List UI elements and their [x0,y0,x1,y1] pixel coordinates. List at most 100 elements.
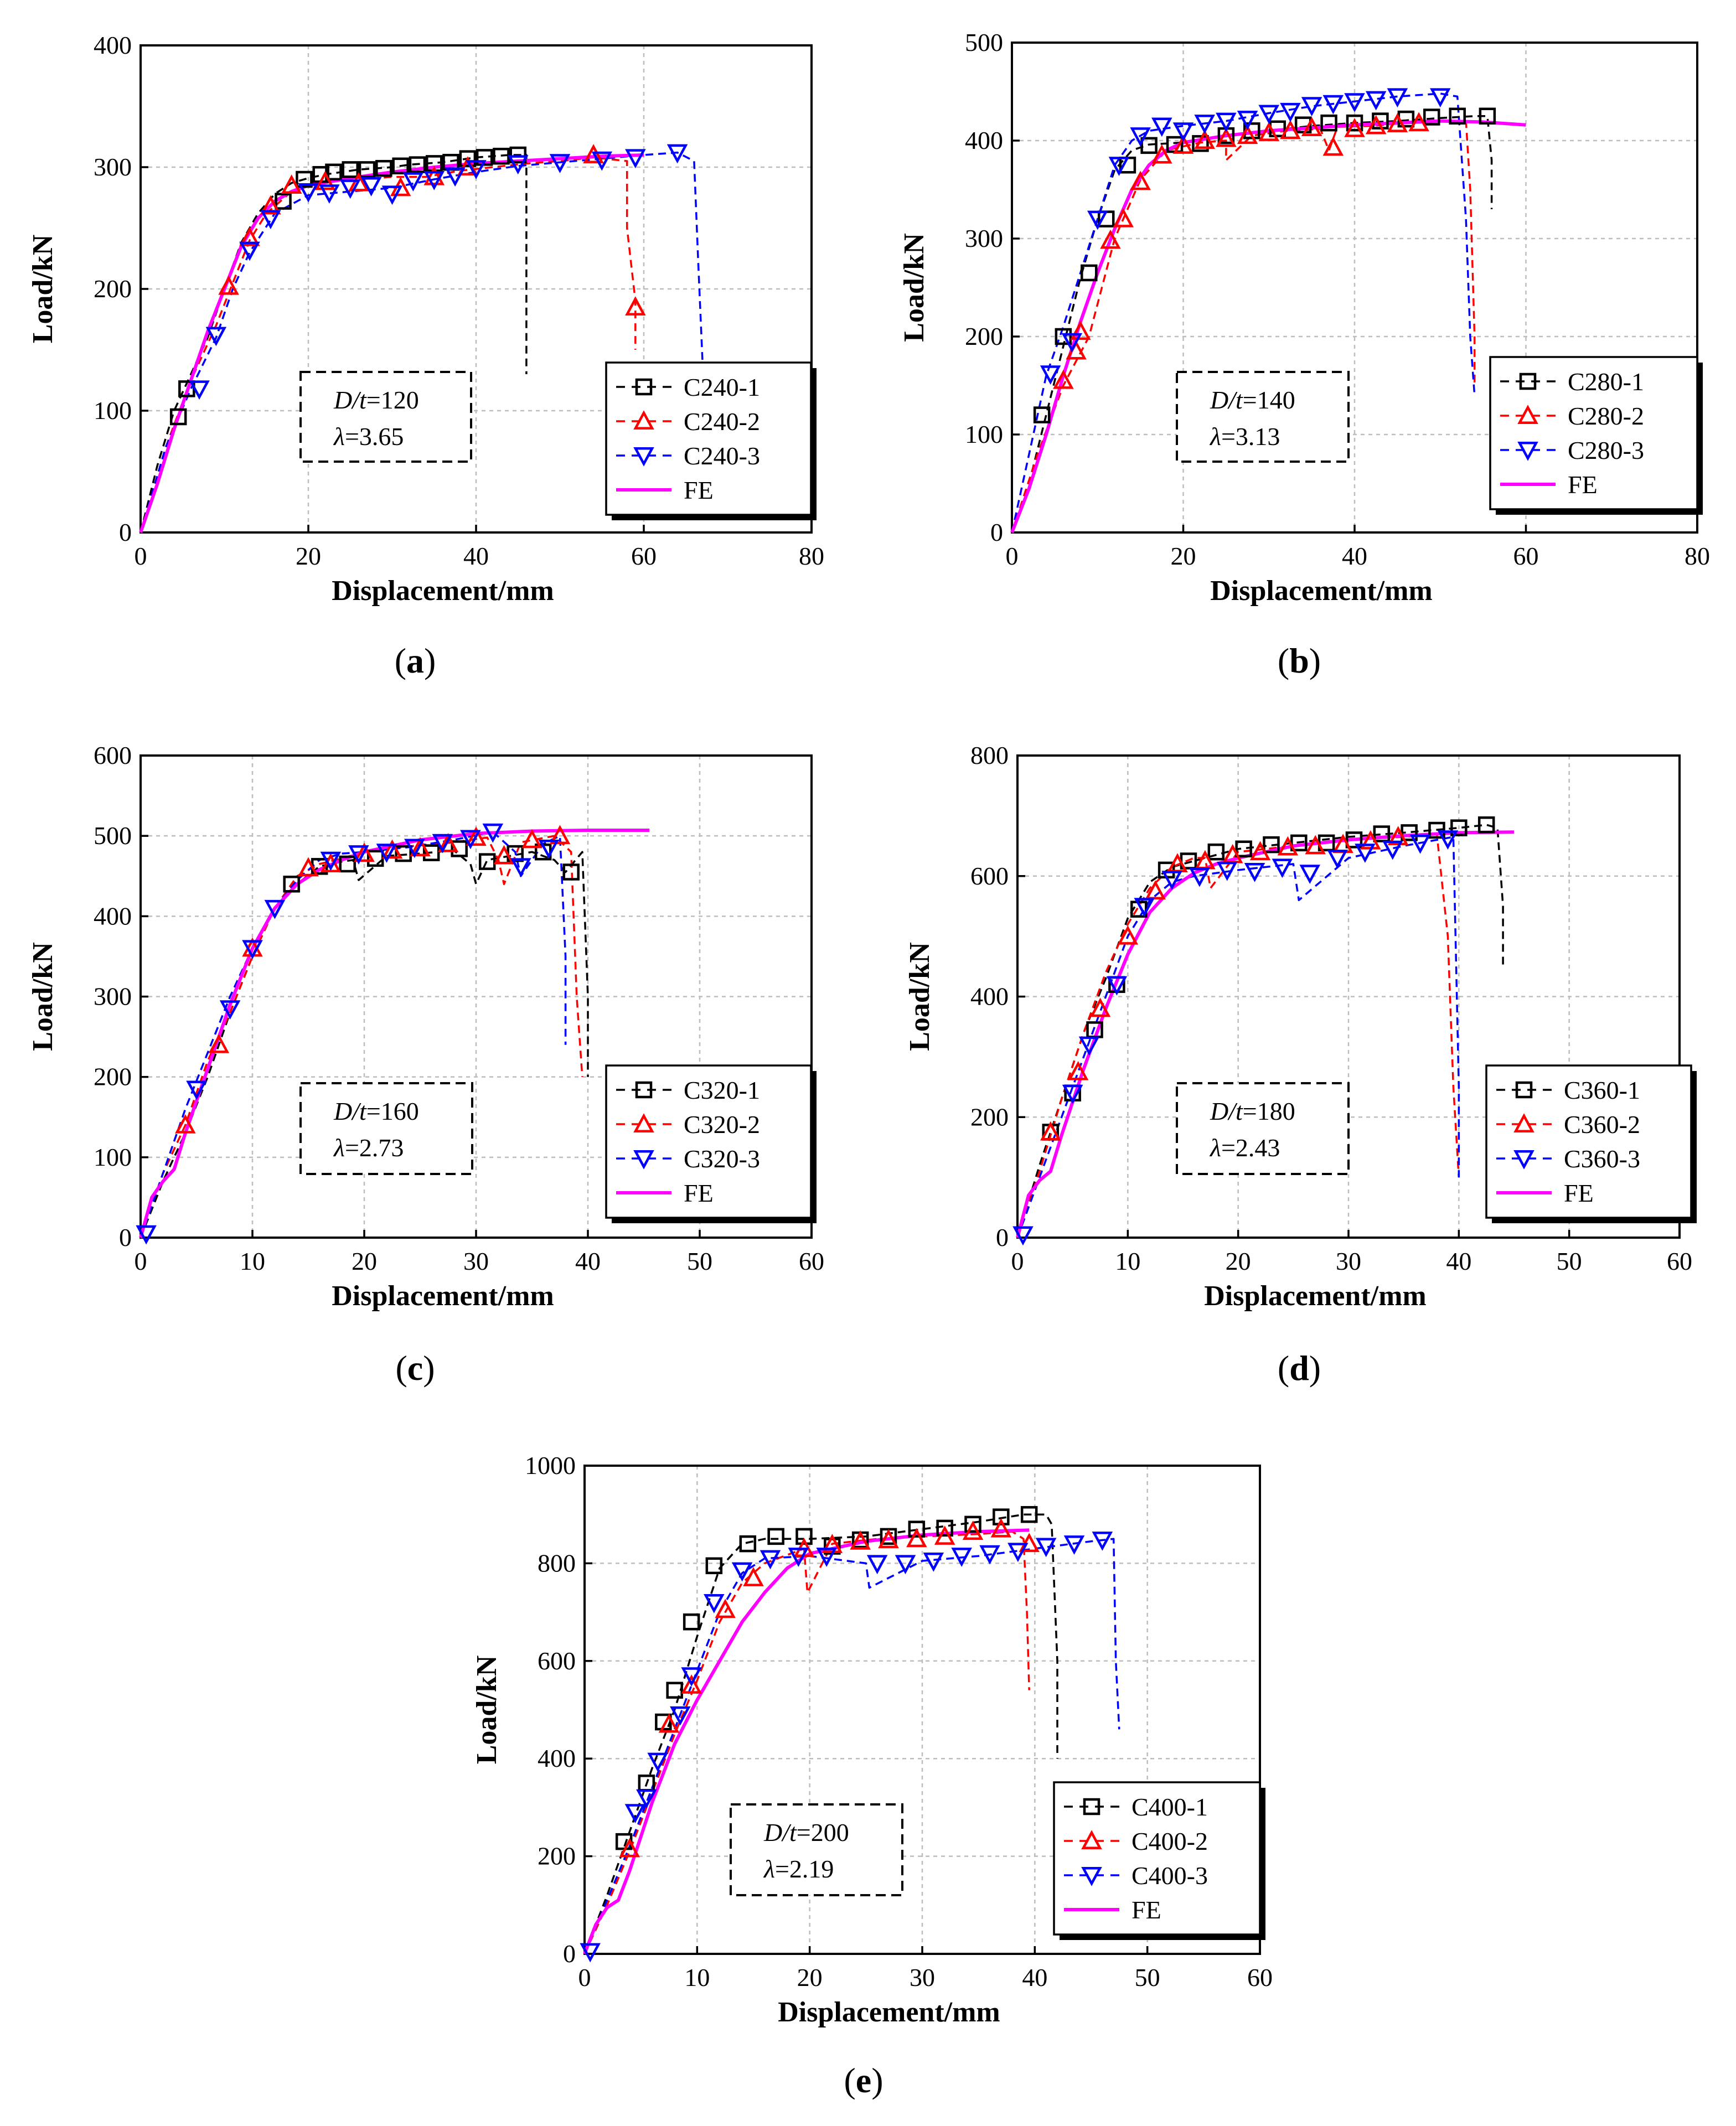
x-tick-label: 60 [1247,1963,1273,1991]
panel-label: (e) [844,2061,883,2100]
data-point-c280-1 [1346,114,1363,132]
legend-label-fe: FE [684,1179,714,1207]
data-point-c240-2 [423,165,445,185]
y-tick-label: 100 [965,420,1003,448]
y-tick-label: 300 [94,153,132,181]
y-tick-label: 200 [970,1103,1009,1131]
data-point-c240-1 [325,163,342,181]
data-point-c400-3 [647,1752,668,1772]
legend-label-c240-1: C240-1 [684,373,760,401]
panel-label-letter: c [407,1348,423,1388]
annotation-dt-value: =140 [1243,386,1295,414]
data-point-c360-1 [1428,821,1445,839]
x-tick-label: 20 [352,1247,377,1275]
legend-marker-c280-3 [1517,442,1538,461]
x-axis-label: Displacement/mm [1210,575,1432,607]
chart-panel-a: 0 20 40 60 80 0 100 200 300 400 Displacement/mm Loa… [27,31,824,680]
data-point-c280-2 [1172,135,1194,154]
legend-marker-c320-1 [635,1081,653,1099]
x-tick-label: 30 [1336,1247,1361,1275]
y-tick-label: 1000 [525,1451,576,1480]
data-point-c360-2 [1089,997,1111,1017]
x-tick-label: 80 [799,542,824,570]
y-tick-label: 400 [94,902,132,930]
annotation-dt-symbol: D/t [763,1818,797,1846]
data-point-c240-1 [459,150,477,167]
data-point-c400-2 [990,1518,1012,1538]
x-tick-label: 80 [1685,542,1710,570]
data-point-c280-3 [1194,115,1215,134]
data-point-c360-3 [1299,865,1321,884]
data-point-c400-3 [951,1548,972,1567]
annotation-dt-symbol: D/t [333,386,367,414]
data-point-c280-3 [1344,93,1365,112]
annotation-dt-value: =160 [366,1097,419,1125]
data-point-c400-3 [816,1548,837,1567]
annotation-lambda: λ=3.13 [1209,422,1280,451]
data-point-c280-3 [1151,117,1172,137]
legend-label-c320-1: C320-1 [684,1076,760,1104]
panel-label: (b) [1278,641,1321,680]
data-point-c400-3 [895,1555,916,1575]
chart-panel-d: 0 10 20 30 40 50 600200400600800Displacement/m… [904,741,1697,1388]
legend-label-c360-1: C360-1 [1564,1076,1640,1104]
data-point-c400-3 [1008,1543,1029,1563]
legend-marker-c400-3 [1081,1867,1102,1886]
annotation-lambda: λ=2.19 [763,1855,834,1883]
y-tick-label: 400 [970,982,1009,1011]
data-point-c320-3 [482,823,504,843]
x-tick-label: 60 [1667,1247,1692,1275]
data-point-c320-3 [404,839,425,858]
x-tick-label: 20 [1226,1247,1251,1275]
x-tick-label: 40 [1022,1963,1047,1991]
data-point-c320-3 [510,858,531,878]
data-point-c400-1 [908,1520,926,1538]
y-tick-label: 600 [538,1647,576,1675]
data-point-c360-3 [1382,840,1403,860]
panel-label-close: ) [424,641,436,680]
data-point-c240-2 [625,296,646,315]
x-tick-label: 40 [1446,1247,1471,1275]
y-tick-label: 500 [94,821,132,850]
legend-marker-c320-3 [633,1150,654,1170]
data-point-c280-2 [1053,369,1074,389]
legend-label-c400-1: C400-1 [1132,1793,1208,1821]
chart-panel-b: 0 20 40 60 80 0 100 200 300 400 500 Displacement/mm… [898,28,1710,680]
data-point-c240-1 [296,170,313,188]
annotation-dt-symbol: D/t [333,1097,367,1125]
annotation-dt-value: =180 [1243,1097,1295,1125]
data-point-c240-3 [381,185,403,205]
annotation-box [730,1803,903,1896]
data-point-c360-3 [1161,871,1182,890]
data-point-c400-2 [658,1713,680,1733]
data-point-c400-2 [743,1567,764,1586]
legend-marker-c400-2 [1081,1830,1102,1849]
legend-label-fe: FE [1132,1896,1161,1924]
data-point-c240-3 [591,151,613,171]
data-point-c360-1 [1345,831,1363,849]
data-point-c360-3 [1409,834,1431,854]
data-point-c280-3 [1280,102,1301,122]
x-tick-label: 60 [799,1247,824,1275]
data-point-c320-3 [538,839,560,859]
data-point-c280-1 [1055,328,1072,345]
data-point-c320-3 [136,1225,157,1245]
data-point-c400-3 [731,1562,753,1582]
legend-label-c280-1: C280-1 [1568,368,1644,396]
annotation-lambda: λ=3.65 [333,422,404,451]
data-point-c320-2 [410,837,431,856]
data-point-c280-2 [1344,118,1365,137]
data-point-c280-3 [1322,95,1344,115]
legend-label-c360-2: C360-2 [1564,1110,1640,1139]
data-point-c320-3 [376,844,397,863]
data-point-c400-1 [739,1535,757,1553]
data-point-c400-2 [681,1674,702,1694]
legend-marker-c320-2 [633,1113,654,1132]
data-point-c360-2 [1145,880,1166,899]
data-point-c320-3 [432,834,453,853]
data-point-c360-2 [1117,925,1139,945]
panel-label-close: ) [1309,1348,1321,1388]
data-point-c360-3 [1216,861,1238,881]
series-line-fe [1010,119,1526,534]
